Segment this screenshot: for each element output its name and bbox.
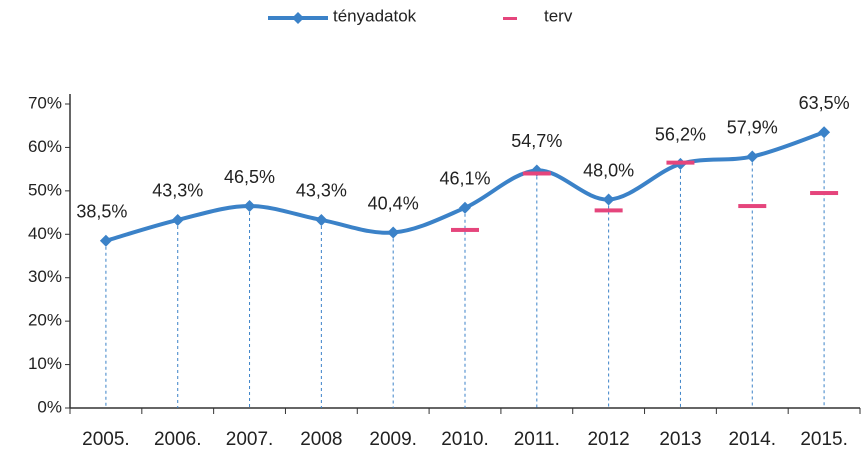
x-tick-label: 2012 bbox=[587, 429, 629, 450]
plan-mark bbox=[810, 191, 839, 196]
x-tick-label: 2007. bbox=[226, 429, 274, 450]
x-tick-label: 2005. bbox=[82, 429, 130, 450]
plan-mark bbox=[738, 204, 767, 209]
y-tick-label: 40% bbox=[28, 224, 62, 243]
marker bbox=[315, 213, 328, 226]
plan-mark bbox=[594, 208, 623, 213]
y-tick-label: 70% bbox=[28, 93, 62, 112]
plan-mark bbox=[666, 160, 695, 165]
marker bbox=[746, 150, 759, 163]
data-label: 63,5% bbox=[799, 93, 850, 113]
y-tick-label: 10% bbox=[28, 354, 62, 373]
data-label: 56,2% bbox=[655, 125, 706, 145]
x-tick-label: 2015. bbox=[800, 429, 848, 450]
plan-mark bbox=[522, 171, 551, 176]
x-tick-label: 2009. bbox=[369, 429, 417, 450]
data-label: 38,5% bbox=[76, 202, 127, 222]
x-tick-label: 2013 bbox=[659, 429, 701, 450]
x-tick-label: 2011. bbox=[514, 429, 560, 450]
x-tick-label: 2014. bbox=[728, 429, 776, 450]
data-label: 54,7% bbox=[511, 131, 562, 151]
y-tick-label: 50% bbox=[28, 180, 62, 199]
data-label: 46,1% bbox=[439, 169, 490, 189]
data-label: 57,9% bbox=[727, 117, 778, 137]
legend-label: tényadatok bbox=[333, 6, 417, 25]
x-tick-label: 2008 bbox=[300, 429, 342, 450]
legend-plan-mark bbox=[503, 17, 517, 20]
marker bbox=[602, 193, 615, 206]
legend-marker bbox=[292, 12, 304, 24]
marker bbox=[818, 126, 831, 139]
marker bbox=[387, 226, 400, 239]
data-label: 40,4% bbox=[368, 193, 419, 213]
x-tick-label: 2010. bbox=[441, 429, 489, 450]
marker bbox=[243, 200, 256, 213]
y-tick-label: 30% bbox=[28, 267, 62, 286]
marker bbox=[459, 201, 471, 214]
plan-mark bbox=[451, 227, 479, 232]
marker bbox=[171, 213, 184, 226]
data-label: 43,3% bbox=[296, 181, 347, 201]
legend-label: terv bbox=[544, 6, 573, 25]
data-label: 48,0% bbox=[583, 160, 634, 180]
y-tick-label: 0% bbox=[37, 397, 62, 416]
x-tick-label: 2006. bbox=[154, 429, 202, 450]
y-tick-label: 60% bbox=[28, 137, 62, 156]
data-label: 46,5% bbox=[224, 167, 275, 187]
data-label: 43,3% bbox=[152, 181, 203, 201]
marker bbox=[99, 234, 112, 247]
y-tick-label: 20% bbox=[28, 311, 62, 330]
